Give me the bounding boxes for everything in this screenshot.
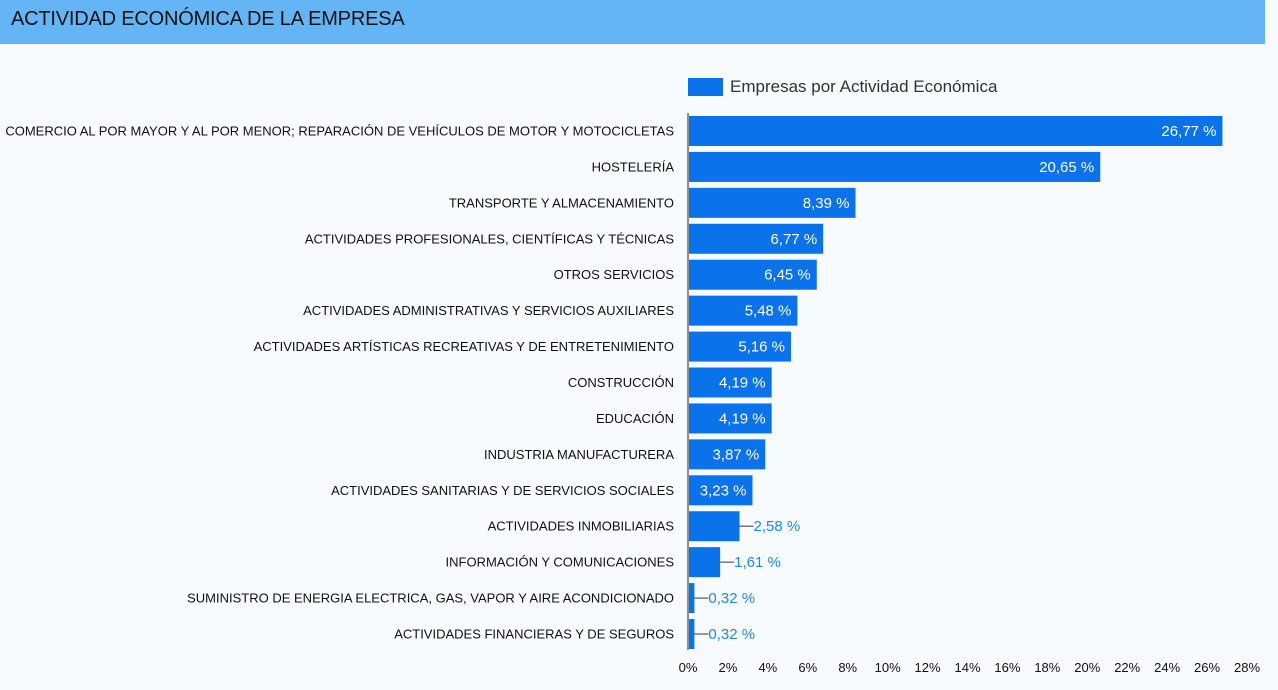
bar[interactable] [689,331,792,362]
bar[interactable] [689,116,1223,146]
category-label: CONSTRUCCIÓN [568,375,674,390]
x-tick-label: 26% [1194,660,1220,675]
category-label: OTROS SERVICIOS [554,267,675,282]
category-label: ACTIVIDADES INMOBILIARIAS [488,519,675,534]
bar[interactable] [689,511,740,542]
x-tick-label: 2% [719,660,738,675]
x-tick-label: 4% [758,660,777,675]
page-header: ACTIVIDAD ECONÓMICA DE LA EMPRESA [0,0,1265,44]
data-label: 5,16 % [738,339,785,356]
category-label: ACTIVIDADES ARTÍSTICAS RECREATIVAS Y DE … [254,339,674,354]
data-label: 0,32 % [708,590,755,607]
bar[interactable] [689,259,817,290]
data-label: 6,77 % [770,231,817,248]
category-label: ACTIVIDADES PROFESIONALES, CIENTÍFICAS Y… [305,231,674,246]
data-label: 26,77 % [1161,123,1216,140]
data-label: 20,65 % [1039,159,1094,176]
x-tick-label: 12% [915,660,941,675]
data-label: 5,48 % [745,303,792,320]
x-tick-label: 10% [875,660,901,675]
bar[interactable] [689,547,721,578]
bar[interactable] [689,403,772,434]
data-label: 1,61 % [734,554,781,571]
legend-swatch [688,78,723,96]
data-label: 0,32 % [708,626,755,643]
category-label: EDUCACIÓN [596,411,674,426]
x-tick-label: 0% [679,660,698,675]
bar[interactable] [689,295,798,326]
x-tick-label: 8% [838,660,857,675]
x-tick-label: 16% [994,660,1020,675]
x-tick-label: 28% [1234,660,1260,675]
legend-label: Empresas por Actividad Económica [730,77,998,96]
category-label: INDUSTRIA MANUFACTURERA [484,447,674,462]
bar[interactable] [689,475,753,506]
chart-legend[interactable]: Empresas por Actividad Económica [688,76,997,98]
x-tick-label: 14% [954,660,980,675]
page-title: ACTIVIDAD ECONÓMICA DE LA EMPRESA [11,8,405,30]
data-label: 4,19 % [719,410,766,427]
category-label: ACTIVIDADES ADMINISTRATIVAS Y SERVICIOS … [303,303,674,318]
x-tick-label: 22% [1114,660,1140,675]
bar[interactable] [689,151,1101,182]
category-label: SUMINISTRO DE ENERGIA ELECTRICA, GAS, VA… [187,591,674,606]
category-label: ACTIVIDADES SANITARIAS Y DE SERVICIOS SO… [331,483,674,498]
category-label: ACTIVIDADES FINANCIERAS Y DE SEGUROS [394,627,674,642]
bar[interactable] [689,223,824,254]
bar[interactable] [689,619,695,650]
data-label: 2,58 % [754,518,801,535]
bar[interactable] [689,439,766,470]
data-label: 3,87 % [713,446,760,463]
x-tick-label: 20% [1074,660,1100,675]
data-label: 6,45 % [764,267,811,284]
bar[interactable] [689,367,772,398]
category-label: COMERCIO AL POR MAYOR Y AL POR MENOR; RE… [5,124,674,139]
category-label: INFORMACIÓN Y COMUNICACIONES [446,555,675,570]
x-tick-label: 18% [1034,660,1060,675]
data-label: 8,39 % [803,195,850,212]
bar[interactable] [689,583,695,614]
x-tick-label: 6% [798,660,817,675]
category-label: HOSTELERÍA [592,159,675,174]
data-label: 4,19 % [719,375,766,392]
x-tick-label: 24% [1154,660,1180,675]
data-label: 3,23 % [700,482,747,499]
bar[interactable] [689,187,856,218]
category-label: TRANSPORTE Y ALMACENAMIENTO [449,195,674,210]
